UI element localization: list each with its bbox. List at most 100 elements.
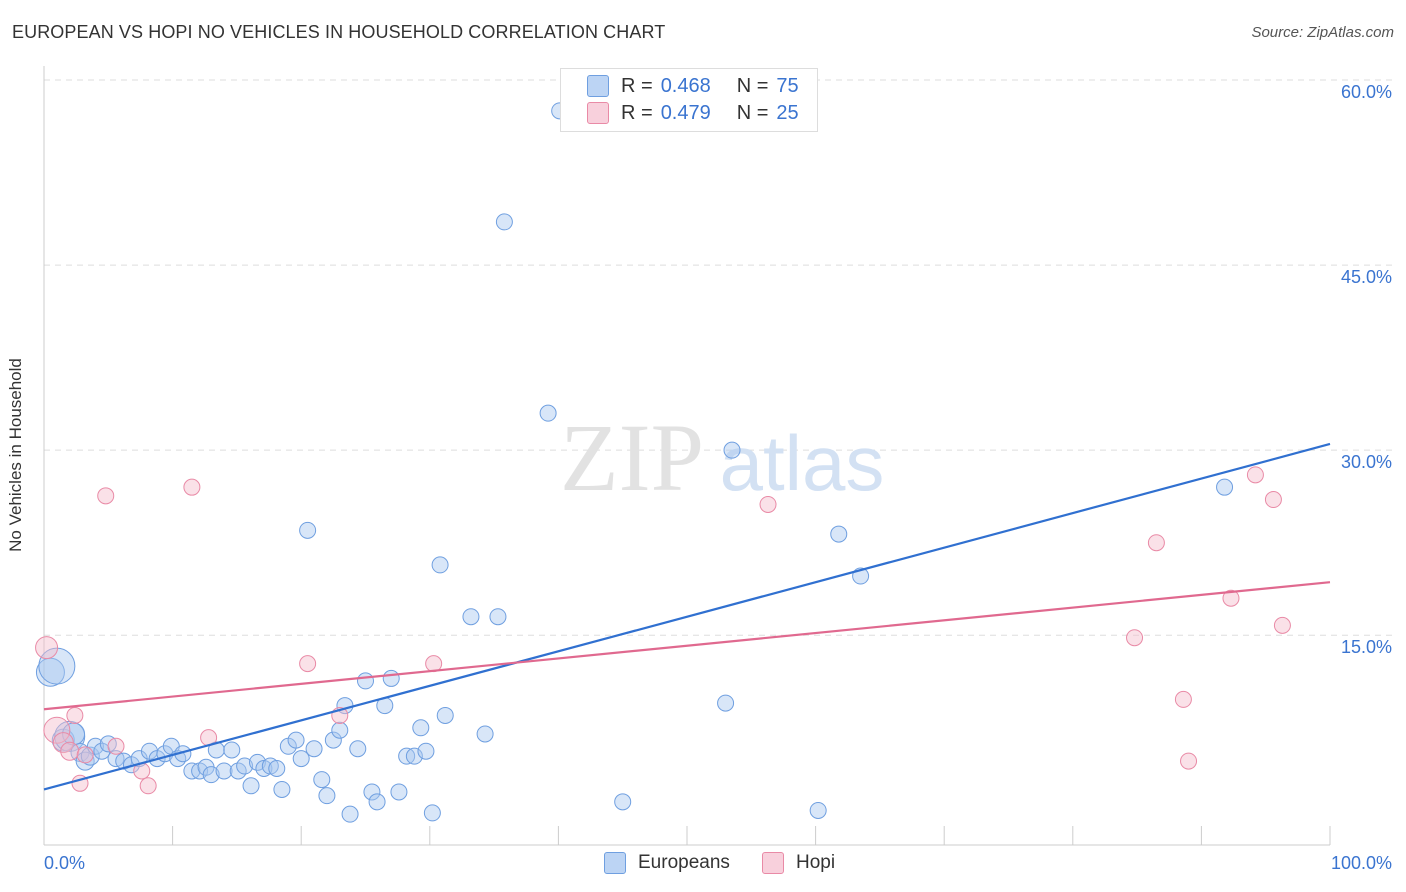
data-points	[35, 102, 1291, 823]
y-tick-label: 15.0%	[1341, 637, 1392, 657]
european-point	[412, 719, 430, 737]
hopi-point	[76, 746, 94, 764]
european-point	[236, 757, 254, 775]
hopi-trend-line	[43, 581, 1331, 711]
hopi-point	[97, 487, 115, 505]
chart-title: EUROPEAN VS HOPI NO VEHICLES IN HOUSEHOL…	[12, 22, 666, 42]
hopi-point	[1273, 616, 1291, 634]
european-point	[287, 731, 305, 749]
european-point	[215, 762, 233, 780]
hopi-point	[759, 495, 777, 513]
y-tick-label: 30.0%	[1341, 452, 1392, 472]
legend-item-hopi[interactable]: Hopi	[762, 852, 835, 874]
hopi-n-value: 25	[776, 101, 799, 124]
hopi-swatch	[587, 102, 609, 124]
european-point	[299, 521, 317, 539]
axes	[43, 66, 1331, 846]
y-tick-label: 60.0%	[1341, 82, 1392, 102]
european-point	[80, 746, 100, 766]
tick-labels: 15.0% 30.0% 45.0% 60.0% 0.0% 100.0%	[44, 82, 1392, 873]
europeans-r-value: 0.468	[660, 74, 711, 97]
european-point	[305, 740, 323, 758]
europeans-n-value: 75	[776, 74, 799, 97]
trend-lines	[43, 442, 1331, 791]
watermark-atlas: atlas	[720, 419, 885, 507]
european-point	[1216, 478, 1234, 496]
legend-row-europeans: R = 0.468 N = 75	[587, 73, 799, 99]
stats-legend: R = 0.468 N = 75 R = 0.479 N = 25	[560, 68, 818, 132]
european-point	[268, 760, 286, 777]
european-point	[357, 672, 374, 690]
european-point	[539, 404, 557, 422]
european-point	[431, 556, 449, 574]
european-point	[476, 725, 494, 743]
european-point	[242, 777, 260, 795]
watermark-zip: ZIP	[560, 404, 704, 511]
european-point	[349, 740, 367, 758]
european-point	[38, 647, 76, 685]
hopi-point	[1126, 629, 1144, 647]
gridlines	[44, 79, 1392, 636]
y-axis-label: No Vehicles in Household	[6, 358, 25, 552]
hopi-point	[107, 737, 125, 755]
x-tick-label: 100.0%	[1331, 853, 1392, 873]
source-label: Source: ZipAtlas.com	[1251, 24, 1394, 41]
european-point	[723, 441, 741, 459]
hopi-point	[1180, 752, 1198, 770]
european-point	[223, 741, 241, 759]
european-point	[331, 721, 349, 739]
european-point	[292, 750, 310, 768]
hopi-point	[60, 741, 80, 761]
european-point	[717, 694, 735, 712]
european-point	[614, 793, 632, 811]
r-label: R =	[621, 101, 653, 124]
hopi-point	[299, 655, 317, 673]
european-point	[830, 525, 848, 543]
series-legend: Europeans Hopi	[0, 852, 1406, 878]
europeans-legend-label: Europeans	[638, 852, 730, 873]
european-point	[363, 783, 381, 801]
europeans-legend-swatch	[604, 852, 626, 874]
european-point	[318, 787, 336, 805]
hopi-point	[139, 777, 157, 795]
european-point	[207, 741, 225, 759]
european-point	[324, 731, 342, 749]
hopi-point	[183, 478, 201, 496]
european-point	[390, 783, 408, 801]
r-label: R =	[621, 74, 653, 97]
european-point	[313, 771, 331, 789]
european-point	[368, 793, 386, 811]
hopi-point	[35, 636, 59, 660]
hopi-point	[1174, 690, 1192, 708]
hopi-point	[1264, 491, 1282, 509]
hopi-legend-label: Hopi	[796, 852, 836, 873]
european-point	[417, 742, 435, 760]
legend-row-hopi: R = 0.479 N = 25	[587, 100, 799, 126]
europeans-swatch	[587, 75, 609, 97]
y-tick-label: 45.0%	[1341, 267, 1392, 287]
n-label: N =	[736, 101, 769, 124]
watermark: ZIP atlas	[560, 404, 884, 511]
european-point	[202, 766, 220, 784]
hopi-legend-swatch	[762, 852, 784, 874]
european-point	[809, 801, 827, 819]
n-label: N =	[736, 74, 769, 97]
european-point	[382, 669, 400, 687]
legend-item-europeans[interactable]: Europeans	[604, 852, 730, 874]
hopi-point	[66, 706, 84, 724]
european-point	[436, 706, 454, 724]
european-point	[495, 213, 513, 231]
european-point	[341, 805, 359, 823]
hopi-r-value: 0.479	[660, 101, 711, 124]
hopi-point	[1246, 466, 1264, 484]
hopi-point	[1222, 589, 1240, 607]
european-point	[273, 780, 291, 798]
hopi-point	[43, 716, 71, 744]
x-tick-label: 0.0%	[44, 853, 85, 873]
european-point	[489, 608, 507, 626]
europeans-trend-line	[43, 442, 1331, 791]
european-point	[423, 804, 441, 822]
european-point	[462, 608, 480, 626]
hopi-point	[1147, 534, 1165, 552]
